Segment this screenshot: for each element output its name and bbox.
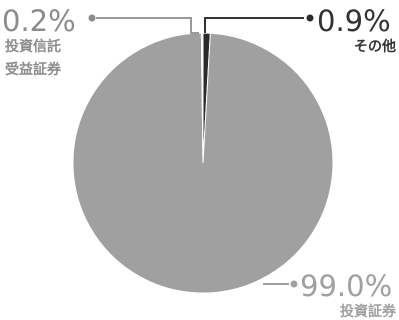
leader-line [96,17,199,34]
slice-value-label: 0.9% [317,4,391,38]
slice-category-label: 投資信託 [5,38,61,55]
slice-value-label: 99.0% [300,269,392,303]
leader-dot [306,14,314,22]
slice-value-label: 0.2% [2,4,76,38]
slice-category-label: その他 [354,38,396,55]
pie-slice [200,32,204,164]
leader-line [204,17,304,33]
slice-category-label: 受益証券 [5,61,62,78]
leader-dot [88,14,96,22]
slice-category-label: 投資証券 [340,303,397,320]
leader-dot [290,280,298,288]
